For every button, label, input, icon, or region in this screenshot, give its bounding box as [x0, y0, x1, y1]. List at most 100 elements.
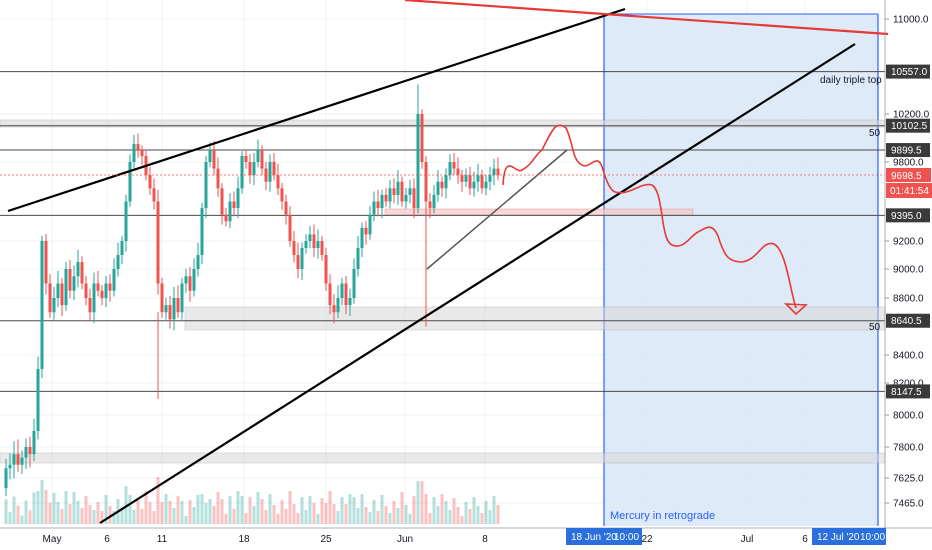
volume-bar-80 [320, 498, 324, 524]
candle-body-87 [348, 298, 352, 306]
volume-bar-69 [276, 514, 280, 524]
svg-text:18 Jun '20: 18 Jun '20 [571, 532, 617, 543]
candle-body-7 [28, 447, 32, 455]
candle-body-110 [440, 181, 444, 189]
candle-body-84 [336, 298, 340, 313]
candle-body-117 [468, 175, 472, 189]
candle-body-45 [180, 283, 184, 313]
candle-body-68 [272, 162, 276, 176]
volume-bar-28 [112, 511, 116, 524]
volume-bar-5 [20, 515, 24, 524]
volume-bar-25 [100, 511, 104, 524]
volume-bar-77 [308, 496, 312, 524]
volume-bar-106 [424, 494, 428, 524]
candle-body-80 [320, 241, 324, 255]
level-badge-label-5: 8147.5 [891, 387, 922, 398]
volume-bar-35 [140, 509, 144, 524]
svg-text:9698.5: 9698.5 [891, 171, 922, 182]
volume-bar-103 [412, 496, 416, 524]
level-badge-label-1: 10102.5 [891, 121, 928, 132]
candle-body-25 [100, 290, 104, 298]
candle-body-61 [244, 156, 248, 162]
volume-bar-117 [468, 509, 472, 524]
price-tick-label-3: 9200.0 [893, 237, 924, 248]
volume-bar-73 [292, 504, 296, 524]
volume-bar-111 [444, 501, 448, 524]
candle-body-62 [248, 162, 252, 176]
candle-body-113 [452, 162, 456, 169]
candle-body-79 [316, 241, 320, 248]
volume-bar-100 [400, 492, 404, 524]
volume-bar-53 [212, 506, 216, 524]
candle-body-43 [172, 298, 176, 320]
candle-body-101 [404, 194, 408, 202]
volume-bar-11 [44, 490, 48, 524]
volume-bar-68 [272, 505, 276, 524]
volume-bar-84 [336, 511, 340, 524]
volume-bar-76 [304, 510, 308, 524]
zone-box-bottom [0, 452, 886, 464]
candle-body-33 [132, 144, 136, 162]
volume-bar-45 [180, 501, 184, 524]
volume-bar-121 [484, 501, 488, 524]
upper-trend-line[interactable] [7, 7, 626, 213]
candle-body-13 [52, 298, 56, 313]
candle-body-3 [12, 454, 16, 465]
volume-bar-22 [88, 505, 92, 524]
volume-bar-8 [32, 492, 36, 524]
volume-bar-85 [340, 497, 344, 524]
volume-bar-27 [108, 506, 112, 524]
candle-body-111 [444, 175, 448, 189]
candle-body-82 [328, 283, 332, 306]
time-axis[interactable]: May 6 11 18 25 Jun 8 22 Jul 6 [43, 534, 809, 545]
volume-bar-108 [432, 497, 436, 524]
volume-bar-101 [404, 505, 408, 524]
volume-bar-120 [480, 513, 484, 524]
volume-bar-48 [192, 507, 196, 524]
volume-bars [4, 477, 500, 524]
candle-body-69 [276, 175, 280, 189]
red-resistance-line[interactable] [404, 0, 889, 36]
fib-label-upper: 50 [869, 128, 881, 139]
range-end-badge: 12 Jul '20 10:00 [812, 528, 886, 545]
price-axis[interactable]: 11000.0 10200.0 9800.0 9200.0 9000.0 8800.0 84… [885, 15, 930, 510]
candle-body-99 [396, 181, 400, 195]
candle-body-121 [484, 181, 488, 189]
candle-body-14 [56, 283, 60, 298]
candle-body-86 [344, 283, 348, 306]
range-start-badge: 18 Jun '20 10:00 [566, 528, 642, 545]
price-tick-label-0: 11000.0 [893, 15, 929, 26]
candle-body-34 [136, 144, 140, 150]
volume-bar-42 [168, 501, 172, 524]
candle-body-27 [108, 283, 112, 291]
volume-bar-49 [196, 495, 200, 524]
candle-body-49 [196, 255, 200, 269]
volume-bar-102 [408, 514, 412, 524]
volume-bar-115 [460, 516, 464, 524]
candle-body-12 [48, 283, 52, 313]
price-tick-label-5: 8800.0 [893, 294, 924, 305]
volume-bar-55 [220, 499, 224, 524]
volume-bar-112 [448, 510, 452, 524]
volume-bar-30 [120, 508, 124, 524]
candle-body-71 [284, 201, 288, 215]
volume-bar-31 [124, 486, 128, 524]
volume-bar-83 [332, 504, 336, 524]
candle-body-46 [184, 276, 188, 284]
time-tick-label-2: 11 [157, 534, 168, 545]
candle-body-77 [308, 234, 312, 241]
short-trend-line[interactable] [426, 149, 568, 270]
volume-bar-93 [372, 500, 376, 524]
lower-trend-line[interactable] [99, 43, 856, 524]
projection-path[interactable] [502, 124, 797, 309]
candle-body-97 [388, 188, 392, 202]
volume-bar-33 [132, 510, 136, 524]
volume-bar-113 [452, 498, 456, 524]
candle-body-102 [408, 188, 412, 195]
volume-bar-96 [384, 506, 388, 524]
time-tick-label-3: 18 [238, 534, 250, 545]
candle-body-29 [116, 255, 120, 269]
volume-bar-47 [188, 500, 192, 524]
candle-body-114 [456, 168, 460, 176]
